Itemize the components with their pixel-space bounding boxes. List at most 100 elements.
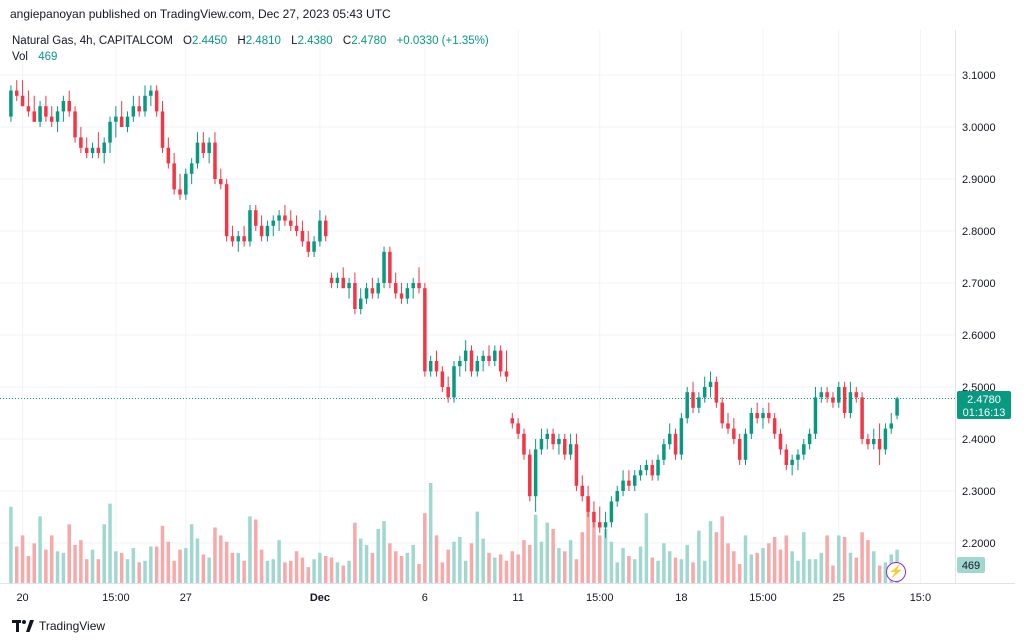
candle[interactable]	[405, 283, 410, 304]
candle[interactable]	[574, 433, 579, 491]
candle[interactable]	[434, 350, 439, 377]
candle[interactable]	[545, 428, 550, 450]
candle[interactable]	[551, 428, 555, 450]
candle[interactable]	[189, 158, 194, 185]
candle[interactable]	[353, 272, 357, 315]
candle[interactable]	[90, 142, 95, 159]
candle[interactable]	[778, 428, 783, 455]
candle[interactable]	[743, 428, 748, 465]
candle[interactable]	[335, 272, 340, 289]
candle[interactable]	[423, 283, 427, 377]
candle[interactable]	[825, 387, 829, 403]
candle[interactable]	[632, 470, 637, 491]
candle[interactable]	[341, 267, 345, 289]
candle[interactable]	[889, 413, 894, 434]
candle[interactable]	[533, 439, 538, 512]
candle[interactable]	[452, 361, 456, 403]
candle[interactable]	[289, 210, 293, 231]
candle[interactable]	[300, 220, 305, 247]
candle[interactable]	[20, 80, 25, 107]
candle[interactable]	[358, 288, 363, 315]
candle[interactable]	[749, 407, 754, 439]
candle[interactable]	[207, 137, 211, 164]
candle[interactable]	[393, 272, 398, 299]
candle[interactable]	[125, 111, 130, 133]
candle[interactable]	[61, 95, 66, 122]
candle[interactable]	[458, 355, 462, 377]
candle[interactable]	[55, 106, 60, 133]
candle[interactable]	[504, 350, 509, 382]
candle[interactable]	[714, 376, 719, 408]
candle[interactable]	[592, 501, 596, 528]
candle[interactable]	[166, 137, 171, 169]
candle[interactable]	[697, 392, 701, 413]
candle[interactable]	[877, 423, 882, 465]
candle[interactable]	[848, 381, 853, 419]
candle[interactable]	[685, 387, 689, 424]
candle[interactable]	[627, 470, 631, 491]
candle[interactable]	[388, 246, 392, 289]
candle[interactable]	[522, 428, 526, 460]
candle[interactable]	[866, 433, 870, 450]
candle[interactable]	[487, 345, 491, 367]
candle[interactable]	[883, 423, 888, 455]
candle[interactable]	[854, 387, 859, 403]
candle[interactable]	[184, 168, 188, 200]
candle[interactable]	[796, 449, 800, 471]
candle[interactable]	[481, 350, 485, 372]
candle[interactable]	[831, 392, 835, 408]
candle[interactable]	[382, 246, 386, 289]
candle[interactable]	[236, 231, 241, 252]
candle[interactable]	[364, 283, 369, 304]
candle[interactable]	[178, 173, 182, 200]
candle[interactable]	[784, 444, 789, 471]
candle[interactable]	[172, 153, 176, 195]
candle[interactable]	[79, 127, 83, 153]
candle[interactable]	[428, 355, 433, 377]
candle[interactable]	[539, 428, 544, 455]
candle[interactable]	[802, 439, 806, 460]
candle[interactable]	[650, 459, 654, 481]
candle[interactable]	[557, 433, 561, 455]
candle[interactable]	[662, 439, 666, 465]
candle[interactable]	[9, 85, 13, 122]
candle[interactable]	[26, 90, 31, 117]
candle[interactable]	[737, 433, 742, 465]
candle[interactable]	[563, 433, 567, 460]
candle[interactable]	[872, 428, 876, 450]
candle[interactable]	[510, 413, 515, 429]
candle[interactable]	[813, 387, 818, 439]
candle[interactable]	[14, 80, 19, 101]
candle[interactable]	[271, 215, 276, 237]
candle[interactable]	[38, 101, 42, 127]
candle[interactable]	[615, 485, 619, 507]
candle[interactable]	[248, 205, 252, 247]
candle[interactable]	[807, 428, 812, 450]
candle[interactable]	[49, 106, 54, 127]
candle[interactable]	[154, 85, 159, 117]
candle[interactable]	[96, 132, 101, 159]
candle[interactable]	[201, 132, 206, 159]
lightning-bolt-icon[interactable]: ⚡	[886, 562, 906, 582]
candle[interactable]	[195, 132, 200, 169]
candle[interactable]	[399, 283, 404, 304]
candle[interactable]	[114, 106, 118, 138]
candle[interactable]	[283, 205, 287, 226]
candle[interactable]	[259, 215, 264, 242]
candle[interactable]	[609, 496, 614, 528]
candle[interactable]	[32, 95, 36, 122]
candle[interactable]	[837, 381, 841, 408]
candle[interactable]	[586, 485, 590, 517]
candle[interactable]	[767, 402, 771, 424]
candle[interactable]	[516, 418, 520, 439]
candle[interactable]	[761, 407, 765, 429]
candle[interactable]	[580, 475, 585, 502]
candle[interactable]	[329, 272, 334, 289]
candle[interactable]	[644, 459, 649, 476]
candle[interactable]	[667, 423, 672, 450]
candle[interactable]	[67, 90, 71, 117]
candle[interactable]	[691, 381, 695, 413]
candle[interactable]	[224, 179, 229, 242]
candle[interactable]	[160, 101, 165, 153]
